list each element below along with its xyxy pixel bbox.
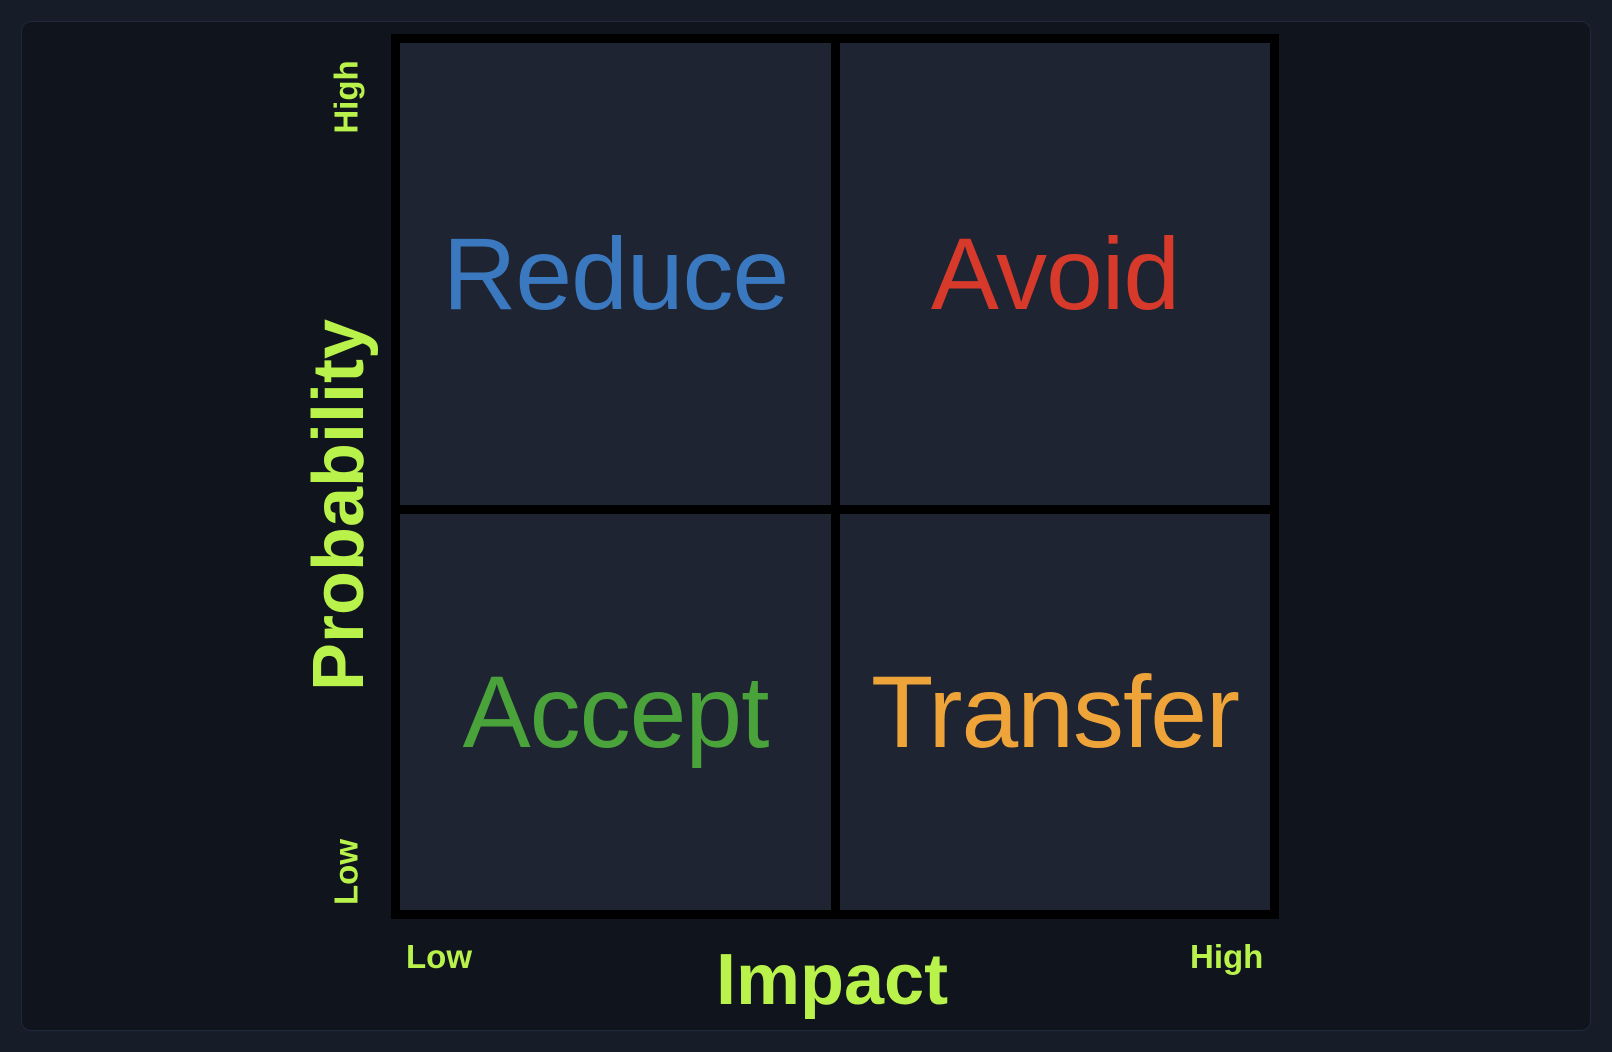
y-axis-low-label: Low [327, 839, 365, 905]
x-axis-low-label: Low [406, 938, 472, 975]
x-axis-title: Impact [716, 940, 949, 1020]
quadrant-label-reduce: Reduce [442, 217, 790, 331]
y-axis-high-label: High [327, 60, 365, 134]
y-axis-title: Probability [299, 318, 379, 692]
quadrant-transfer: Transfer [840, 514, 1270, 910]
risk-matrix: Reduce Avoid Accept Transfer [391, 34, 1279, 919]
quadrant-reduce: Reduce [400, 43, 831, 505]
quadrant-label-accept: Accept [462, 655, 770, 769]
quadrant-avoid: Avoid [840, 43, 1270, 505]
quadrant-accept: Accept [400, 514, 831, 910]
x-axis-high-label: High [1190, 938, 1264, 975]
quadrant-label-transfer: Transfer [871, 655, 1240, 769]
quadrant-label-avoid: Avoid [930, 217, 1180, 331]
